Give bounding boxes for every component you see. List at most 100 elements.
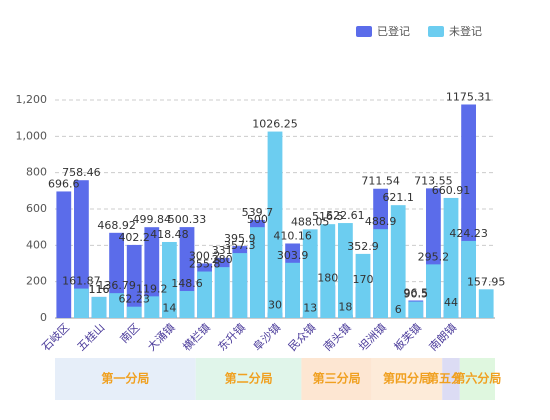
x-tick-label: 横栏镇 [180, 320, 213, 353]
bar [74, 288, 89, 318]
group-label: 第三分局 [313, 371, 361, 386]
group-label: 第一分局 [101, 371, 149, 386]
value-label: 424.23 [449, 227, 488, 240]
value-label: 539.7 [242, 206, 274, 219]
x-tick-label: 阜沙镇 [250, 320, 283, 353]
group-label: 第四分局 [383, 371, 431, 386]
value-label: 418.48 [150, 228, 189, 241]
bar [373, 229, 388, 318]
y-tick-label: 800 [26, 166, 47, 179]
group-band [442, 358, 460, 400]
value-label: 18 [338, 301, 352, 314]
x-tick-label: 南头镇 [320, 320, 353, 353]
value-label: 119.2 [136, 282, 168, 295]
bar [126, 306, 142, 318]
value-label: 161.87 [62, 275, 101, 288]
group-label: 第二分局 [225, 371, 273, 386]
bar [179, 291, 195, 318]
legend-label: 已登记 [377, 24, 410, 38]
x-tick-label: 大涌镇 [144, 320, 177, 353]
bar [443, 197, 459, 318]
value-label: 14 [162, 301, 176, 314]
x-tick-label: 东升镇 [215, 320, 248, 353]
bar [250, 227, 265, 318]
bar [197, 271, 212, 318]
legend-swatch [428, 26, 444, 37]
value-label: 468.92 [97, 219, 136, 232]
value-label: 157.95 [467, 275, 506, 288]
value-label: 180 [317, 271, 338, 284]
x-tick-label: 南区 [118, 321, 143, 346]
bar [267, 131, 283, 318]
group-band [459, 358, 495, 400]
x-tick-label: 南朗镇 [426, 320, 459, 353]
x-tick-label: 石岐区 [40, 321, 73, 354]
y-tick-label: 1,000 [16, 129, 48, 142]
value-label: 303.9 [277, 249, 309, 262]
group-band [301, 358, 372, 400]
bar [390, 205, 406, 318]
value-label: 522.61 [326, 209, 365, 222]
bar [408, 301, 424, 318]
group-band [195, 358, 302, 400]
bar [461, 240, 476, 318]
bar [320, 224, 336, 318]
value-label: 410.16 [273, 229, 312, 242]
group-label: 第六分局 [453, 371, 501, 386]
value-label: 713.55 [414, 174, 453, 187]
bar [302, 229, 318, 318]
y-tick-label: 400 [26, 238, 47, 251]
value-label: 331 [212, 244, 233, 257]
y-tick-label: 1,200 [16, 93, 48, 106]
bar [109, 293, 124, 318]
value-label: 660.91 [432, 184, 471, 197]
group-band [371, 358, 443, 400]
bar [338, 223, 353, 318]
x-tick-label: 民众镇 [285, 320, 318, 353]
x-tick-label: 坦洲镇 [356, 320, 389, 353]
value-label: 90.5 [404, 288, 429, 301]
x-tick-label: 板芙镇 [391, 320, 424, 353]
y-tick-label: 200 [26, 275, 47, 288]
value-label: 516.5 [312, 210, 344, 223]
value-label: 1026.25 [252, 118, 298, 131]
legend-swatch [356, 26, 372, 37]
value-label: 44 [444, 296, 458, 309]
value-label: 170 [353, 273, 374, 286]
group-band [55, 358, 196, 400]
value-label: 295.2 [418, 250, 450, 263]
bar [162, 241, 177, 318]
value-label: 116 [89, 283, 110, 296]
legend-label: 未登记 [449, 24, 482, 38]
y-tick-label: 600 [26, 202, 47, 215]
value-label: 13 [303, 302, 317, 315]
bar [91, 296, 107, 318]
bar [144, 296, 160, 318]
value-label: 711.54 [361, 175, 400, 188]
bar [144, 227, 160, 318]
value-label: 148.6 [171, 277, 203, 290]
value-label: 696.6 [48, 177, 80, 190]
value-label: 116 [89, 283, 110, 296]
bar [232, 253, 248, 318]
bar [214, 267, 230, 318]
bar [56, 191, 72, 318]
value-label: 1175.31 [446, 90, 492, 103]
bar [355, 253, 371, 318]
bar [426, 264, 441, 318]
value-label: 758.46 [62, 166, 101, 179]
value-label: 402.2 [118, 231, 150, 244]
value-label: 62.23 [118, 293, 150, 306]
x-tick-label: 五桂山 [74, 320, 107, 353]
bar [478, 289, 494, 318]
y-tick-label: 0 [40, 311, 47, 324]
value-label: 255.8 [189, 258, 221, 271]
value-label: 395.9 [224, 232, 256, 245]
bar [126, 244, 142, 318]
value-label: 6 [395, 303, 402, 316]
value-label: 488.9 [365, 215, 397, 228]
value-label: 500.33 [168, 213, 207, 226]
value-label: 136.79 [97, 279, 136, 292]
value-label: 352.9 [347, 240, 379, 253]
